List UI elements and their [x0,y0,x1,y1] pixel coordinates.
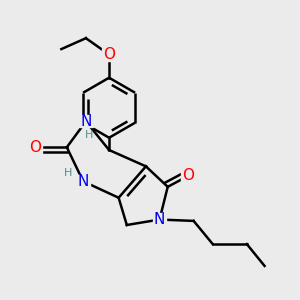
Text: N: N [154,212,165,227]
Text: N: N [77,174,89,189]
Text: O: O [29,140,41,155]
Text: O: O [182,168,194,183]
Text: O: O [103,47,115,62]
Bar [102,48,117,61]
Bar [182,170,195,182]
Bar [28,141,42,153]
Bar [153,213,166,226]
Text: H: H [84,130,93,140]
Text: N: N [80,114,92,129]
Text: H: H [64,168,72,178]
Bar [76,175,90,188]
Bar [79,115,93,128]
